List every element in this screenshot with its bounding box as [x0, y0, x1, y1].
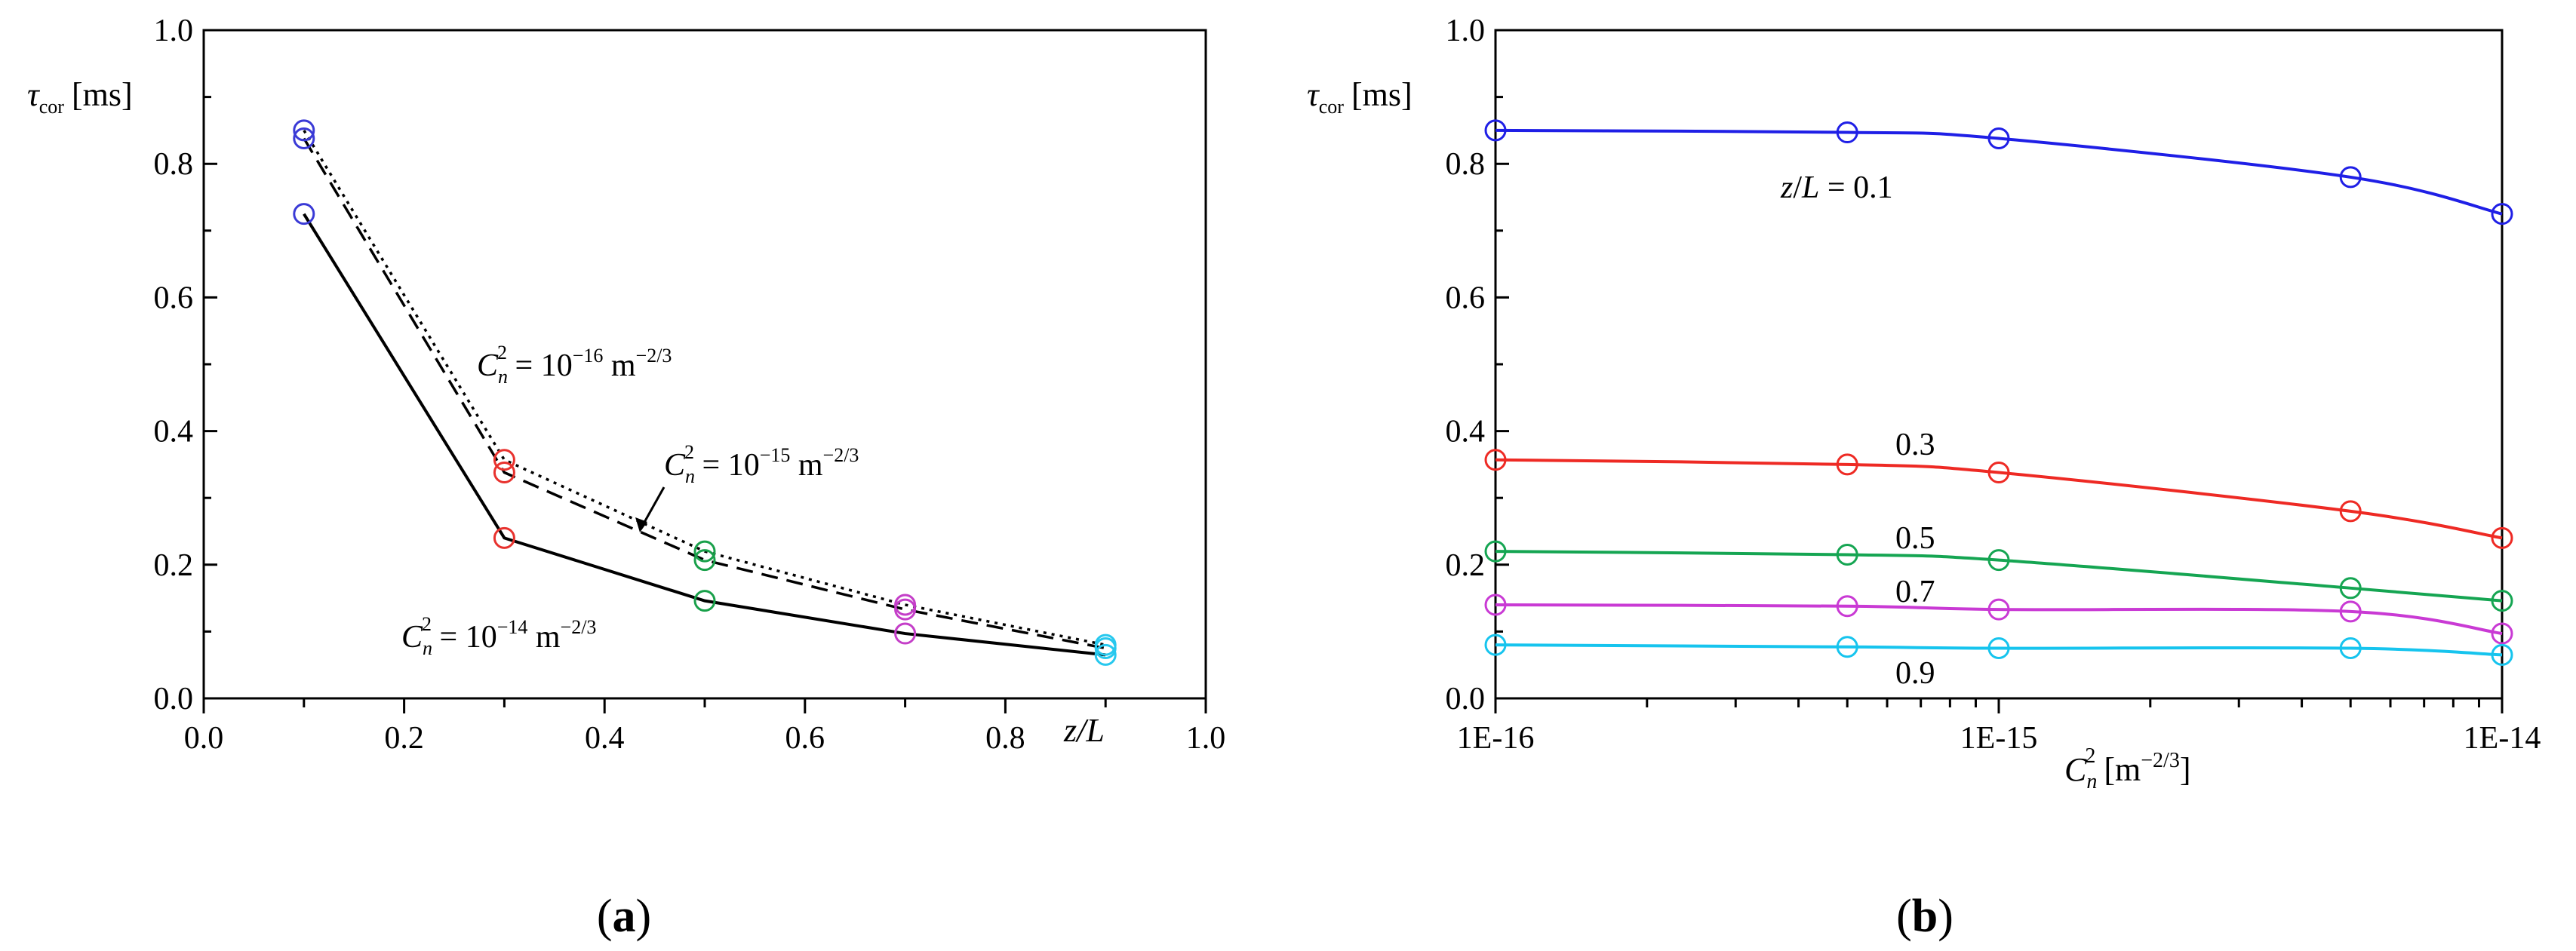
data-point-a [293, 127, 315, 150]
data-point-a [894, 598, 917, 621]
data-point-b [1836, 636, 1858, 658]
y-tick-label-b: 0.6 [1446, 281, 1486, 315]
series-line-b-3 [1495, 603, 2503, 636]
data-point-b [2339, 577, 2362, 600]
x-tick-label-b: 1E-15 [1960, 721, 2038, 756]
x-tick-label-a: 1.0 [1186, 721, 1226, 756]
data-point-a [693, 590, 716, 612]
data-point-b [1484, 594, 1507, 616]
series-line-a-2 [303, 213, 1106, 657]
annotation-arrow-1e-15 [641, 486, 666, 526]
annotation-cn2-1e-16: Cn2 = 10−16 m−2/3 [477, 342, 672, 388]
series-label-0.3: 0.3 [1895, 428, 1935, 462]
data-point-b [2339, 166, 2362, 189]
data-point-b [1987, 637, 2010, 660]
annotation-cn2-1e-14: Cn2 = 10−14 m−2/3 [401, 613, 596, 659]
data-point-b [1836, 121, 1858, 144]
data-point-b [2491, 622, 2513, 645]
chart-panel-b: 0.0 0.2 0.4 0.6 0.8 1.0 1E-16 1E-15 1E-14 τcor [m… [1307, 14, 2541, 942]
x-tick-label-b: 1E-14 [2464, 721, 2541, 756]
series-label-0.9: 0.9 [1895, 656, 1935, 691]
data-point-b [2491, 590, 2513, 612]
data-point-b [2339, 637, 2362, 660]
data-point-b [1987, 549, 2010, 572]
data-point-b [1484, 540, 1507, 563]
series-line-b-2 [1495, 550, 2503, 603]
data-point-b [2491, 203, 2513, 225]
data-point-b [1484, 449, 1507, 471]
data-point-a [693, 549, 716, 572]
y-tick-label-a: 0.8 [154, 147, 194, 182]
data-point-a [493, 449, 515, 471]
data-point-a [693, 540, 716, 563]
y-tick-label-b: 0.2 [1446, 548, 1486, 583]
data-point-a [1094, 637, 1117, 660]
series-line-b-1 [1495, 458, 2503, 540]
y-tick-label-a: 0.4 [154, 415, 194, 449]
series-line-a-1 [303, 137, 1106, 650]
data-point-b [1484, 119, 1507, 142]
data-point-a [493, 462, 515, 484]
data-point-b [1987, 127, 2010, 150]
data-point-b [1987, 462, 2010, 484]
series-label-0.7: 0.7 [1895, 575, 1935, 609]
chart-panel-a: 0.0 0.2 0.4 0.6 0.8 1.0 0.0 0.2 0.4 0.6 0.8 1.0 τco… [27, 14, 1225, 942]
annotation-cn2-1e-15: Cn2 = 10−15 m−2/3 [664, 441, 859, 487]
x-tick-label-a: 0.6 [785, 721, 825, 756]
x-axis-label-b: Cn2 [m−2/3] [2064, 744, 2190, 793]
annotation-arrowhead-1e-15 [635, 517, 647, 532]
x-tick-label-a: 0.2 [384, 721, 424, 756]
panel-label-a: (a) [597, 891, 651, 942]
series-label-0.5: 0.5 [1895, 521, 1935, 556]
x-tick-label-a: 0.8 [985, 721, 1025, 756]
series-line-b-0 [1495, 128, 2503, 216]
y-tick-label-b: 0.4 [1446, 415, 1486, 449]
y-tick-label-a: 1.0 [154, 14, 194, 48]
series-label-0.1: z/L = 0.1 [1780, 170, 1893, 205]
data-point-b [1987, 598, 2010, 621]
y-tick-label-b: 0.0 [1446, 682, 1486, 716]
data-point-b [1836, 453, 1858, 476]
data-point-b [2491, 526, 2513, 549]
y-tick-label-a: 0.2 [154, 548, 194, 583]
data-point-b [1836, 595, 1858, 618]
y-tick-label-b: 0.8 [1446, 147, 1486, 182]
x-tick-label-a: 0.4 [585, 721, 625, 756]
y-tick-label-b: 1.0 [1446, 14, 1486, 48]
x-axis-label-a: z/L [1063, 712, 1105, 749]
x-tick-label-a: 0.0 [184, 721, 224, 756]
x-tick-label-b: 1E-16 [1457, 721, 1535, 756]
y-tick-label-a: 0.6 [154, 281, 194, 315]
data-point-b [2339, 500, 2362, 523]
data-point-a [293, 119, 315, 142]
y-axis-label-a: τcor [ms] [27, 76, 133, 118]
data-point-b [1484, 633, 1507, 656]
y-tick-label-a: 0.0 [154, 682, 194, 716]
series-line-b-4 [1495, 643, 2503, 657]
panel-label-b: (b) [1896, 891, 1954, 942]
y-axis-label-b: τcor [ms] [1307, 76, 1412, 118]
data-point-a [1094, 643, 1117, 666]
data-point-b [2339, 600, 2362, 623]
data-point-a [493, 526, 515, 549]
data-point-a [293, 203, 315, 225]
data-point-b [1836, 544, 1858, 566]
data-point-b [2491, 643, 2513, 666]
data-point-a [894, 622, 917, 645]
